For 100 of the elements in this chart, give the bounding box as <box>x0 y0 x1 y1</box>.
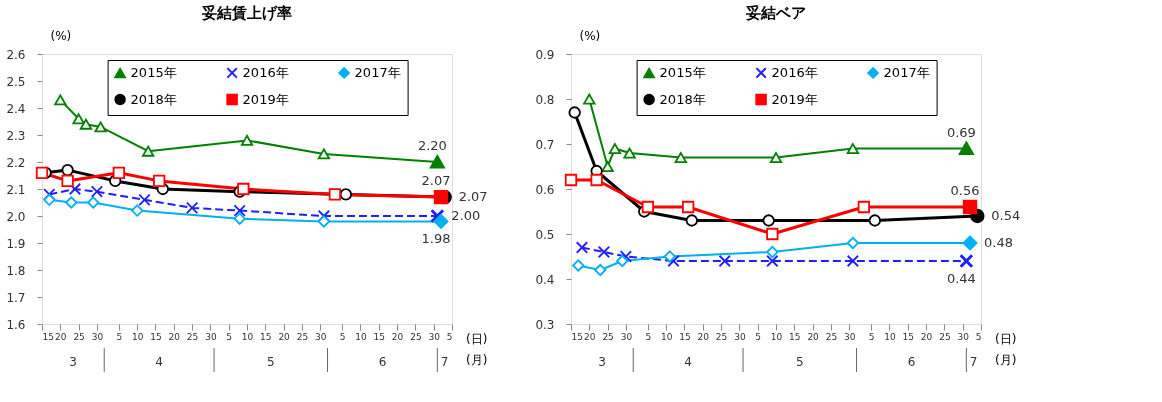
point <box>185 201 199 215</box>
x-tick-label: 30 <box>205 331 217 342</box>
x-tick-label: 15 <box>571 331 583 342</box>
y-tick-label: 0.5 <box>535 227 555 242</box>
point <box>233 204 246 217</box>
legend-label: 2018年 <box>130 91 177 107</box>
legend-label: 2019年 <box>771 91 818 107</box>
x-tick-label: 30 <box>428 331 441 342</box>
point <box>68 182 82 196</box>
point <box>568 106 581 119</box>
y-tick-label: 2.5 <box>6 74 26 89</box>
legend-label: 2017年 <box>354 64 401 80</box>
x-tick-label: 20 <box>697 331 710 342</box>
text: 3 <box>598 355 606 369</box>
text: (月) <box>466 353 488 367</box>
y-axis-title: (%) <box>50 28 72 43</box>
data-label: 0.48 <box>984 235 1013 250</box>
x-tick-label: 30 <box>957 331 970 342</box>
x-tick-label: 10 <box>355 331 367 342</box>
point <box>112 166 126 179</box>
data-label: 1.98 <box>421 231 451 247</box>
point <box>233 212 246 225</box>
text: 5 <box>266 355 275 369</box>
point <box>153 174 166 188</box>
point <box>685 214 698 227</box>
point <box>594 263 607 277</box>
y-tick-label: 1.6 <box>6 317 26 332</box>
legend-label: 2015年 <box>130 65 177 81</box>
y-tick-label: 2.4 <box>6 101 26 116</box>
data-label: 0.56 <box>950 183 980 198</box>
data-label: 0.44 <box>946 271 976 286</box>
data-label: 2.07 <box>458 189 488 205</box>
x-tick-label: 20 <box>807 331 820 342</box>
point <box>641 200 655 214</box>
point <box>597 245 611 259</box>
point <box>766 254 779 268</box>
x-tick-label: 25 <box>73 331 85 342</box>
x-tick-label: 25 <box>410 331 422 342</box>
data-label: 2.00 <box>451 208 481 223</box>
x-tick-label: 5 <box>446 331 453 342</box>
y-tick-label: 0.4 <box>535 272 555 287</box>
legend-label: 2018年 <box>659 91 706 107</box>
x-tick-label: 30 <box>734 331 746 342</box>
y-tick-label: 0.9 <box>535 47 555 62</box>
point <box>766 245 779 259</box>
point <box>667 254 680 268</box>
x-tick-label: 5 <box>975 331 982 342</box>
x-tick-label: 5 <box>755 331 762 342</box>
x-tick-label: 20 <box>278 331 291 342</box>
x-tick-label: 15 <box>373 331 386 342</box>
point <box>43 193 56 206</box>
y-tick-label: 1.9 <box>6 236 26 251</box>
y-tick-label: 2.2 <box>6 155 26 170</box>
text: 7 <box>440 355 449 369</box>
point <box>623 147 636 159</box>
point <box>90 185 104 198</box>
point <box>846 143 860 154</box>
x-tick-label: 5 <box>116 331 123 342</box>
y-tick-label: 2.3 <box>6 128 26 143</box>
point <box>317 215 331 228</box>
y-tick-label: 2.6 <box>6 47 26 62</box>
point <box>142 145 155 157</box>
legend-label: 2017年 <box>883 64 930 80</box>
point <box>564 173 578 187</box>
point <box>601 161 614 172</box>
legend-label: 2015年 <box>659 65 706 81</box>
point <box>65 196 78 209</box>
x-tick-label: 10 <box>131 331 144 342</box>
x-tick-label: 25 <box>825 331 838 342</box>
text: (月) <box>995 353 1017 367</box>
text: 3 <box>69 355 77 369</box>
point <box>663 250 676 263</box>
x-tick-label: 25 <box>939 331 951 342</box>
y-tick-label: 0.6 <box>535 182 555 197</box>
point <box>846 254 860 268</box>
point <box>572 259 585 272</box>
x-tick-label: 20 <box>391 331 404 342</box>
legend-label: 2019年 <box>242 91 289 107</box>
x-tick-label: 25 <box>186 331 199 342</box>
data-label: 0.69 <box>946 124 976 140</box>
x-tick-label: 30 <box>314 331 327 342</box>
point <box>94 121 107 133</box>
point <box>718 254 731 268</box>
data-label: 2.07 <box>421 173 451 189</box>
x-tick-label: 10 <box>241 331 254 342</box>
point <box>131 204 144 217</box>
point <box>583 93 596 105</box>
point <box>237 182 250 196</box>
y-tick-label: 1.8 <box>6 263 26 278</box>
x-tick-label: 15 <box>42 331 54 342</box>
data-label: 0.54 <box>991 208 1021 223</box>
x-tick-label: 10 <box>660 331 673 342</box>
data-label: 2.20 <box>417 138 447 153</box>
point <box>674 152 687 163</box>
x-tick-label: 20 <box>168 331 181 342</box>
x-tick-label: 15 <box>150 331 162 342</box>
point <box>61 174 74 188</box>
x-tick-label: 25 <box>602 331 614 342</box>
point <box>857 200 870 214</box>
point <box>430 208 445 224</box>
